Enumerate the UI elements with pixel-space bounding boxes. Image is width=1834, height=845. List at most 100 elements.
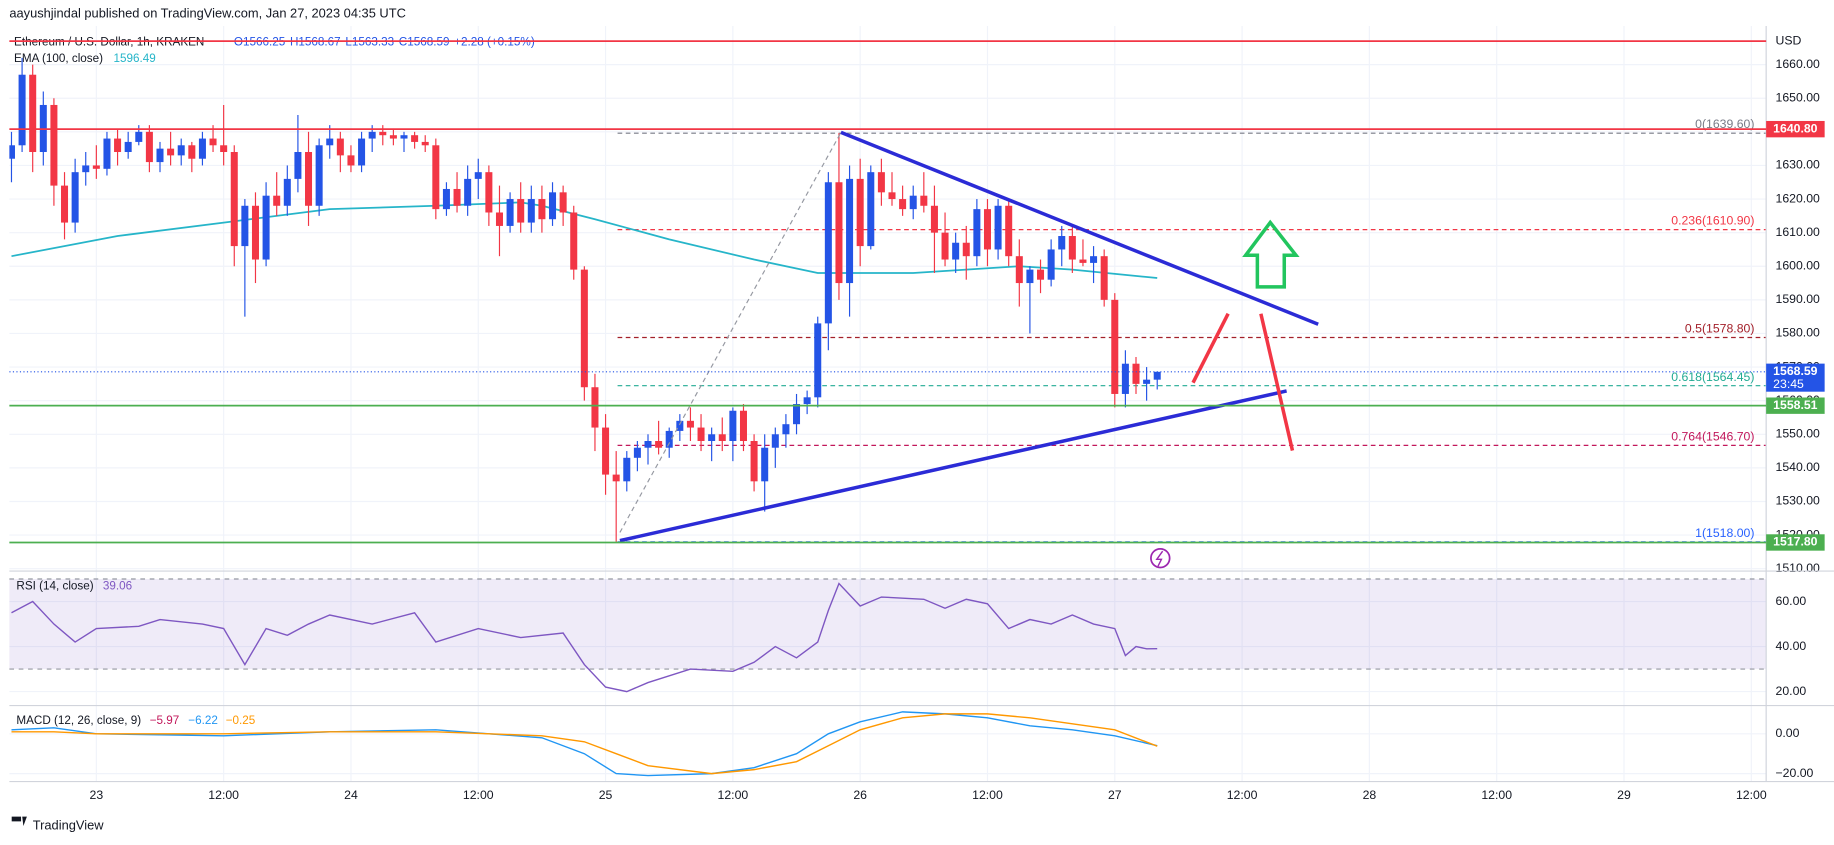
candle-body [379, 131, 387, 136]
candle-body [273, 195, 281, 206]
candle-body [570, 212, 578, 270]
drawings [619, 130, 1319, 569]
candle-body [899, 199, 907, 210]
x-tick-label: 24 [344, 788, 358, 802]
candle-body [442, 188, 450, 210]
event-icon [1150, 547, 1171, 569]
macd-legend: MACD (12, 26, close, 9) [16, 714, 141, 727]
y-tick-label: 1510.00 [1776, 561, 1821, 575]
candle-body [495, 212, 503, 226]
candle-body [973, 209, 981, 257]
fib-label: 0.236(1610.90) [1671, 214, 1754, 228]
candle-body [1068, 236, 1076, 260]
candle-body [283, 178, 291, 206]
candle-body [241, 205, 249, 247]
candle-body [506, 199, 514, 226]
candle-body [1026, 269, 1034, 284]
candle-body [856, 178, 864, 247]
rsi-band [9, 579, 1767, 670]
candle-body [1090, 256, 1098, 263]
candle-body [421, 141, 429, 146]
candle-body [1005, 205, 1013, 257]
candle-body [1132, 363, 1140, 384]
candle-body [82, 165, 90, 173]
price-tag [1766, 534, 1825, 551]
candle-body [315, 145, 323, 206]
candle-body [262, 195, 270, 260]
candle-body [559, 192, 567, 213]
candle-body [230, 152, 238, 247]
candle-body [1121, 363, 1129, 394]
macd-tick-label: −20.00 [1776, 766, 1814, 780]
candle-body [1015, 256, 1023, 284]
candle-body [400, 135, 408, 139]
candle-body [326, 138, 334, 146]
fib-label: 0.764(1546.70) [1671, 429, 1754, 443]
ema-legend: EMA (100, close) [14, 52, 103, 65]
y-tick-label: 1620.00 [1776, 191, 1821, 205]
candle-body [9, 145, 15, 159]
countdown: 23:45 [1773, 377, 1804, 391]
y-tick-label: 1630.00 [1776, 158, 1821, 172]
candle-body [209, 138, 217, 146]
hist-value: −0.25 [226, 714, 256, 727]
x-tick-label: 26 [853, 788, 867, 802]
fib-label: 0(1639.60) [1695, 117, 1754, 131]
candle-body [305, 152, 313, 206]
candle-body [50, 104, 58, 186]
header: aayushjindal published on TradingView.co… [9, 6, 406, 21]
fib-trend [619, 132, 842, 533]
candle-body [962, 242, 970, 257]
candle-body [485, 172, 493, 213]
candle-body [1143, 379, 1151, 384]
candle-body [1100, 256, 1108, 300]
x-tick-label: 28 [1363, 788, 1377, 802]
candle-body [1153, 371, 1161, 380]
price-tag [1766, 397, 1825, 414]
candle-body [994, 205, 1002, 250]
trendline-upper [840, 130, 1319, 326]
macd-line [11, 711, 1158, 777]
arrow-down-red [1259, 313, 1295, 451]
candle-body [527, 199, 535, 223]
arrow-up-green [1242, 219, 1300, 289]
candle-body [220, 145, 228, 153]
candle-body [708, 434, 716, 441]
candle-body [1111, 299, 1119, 394]
x-tick-label: 29 [1617, 788, 1631, 802]
candle-body [114, 138, 122, 153]
candle-body [474, 172, 482, 179]
event-icon-bolt [1155, 550, 1164, 567]
y-tick-label: 1550.00 [1776, 427, 1821, 441]
candle-body [612, 474, 620, 482]
macd-value: −5.97 [150, 714, 180, 727]
candle-body [167, 148, 175, 156]
candle-body [1037, 269, 1045, 280]
candle-body [347, 155, 355, 166]
candle-body [941, 232, 949, 260]
rsi-value: 39.06 [103, 579, 132, 592]
candle-body [983, 209, 991, 250]
candle-body [846, 178, 854, 284]
trendline-lower [619, 389, 1287, 543]
candle-body [867, 172, 875, 247]
candle-body [877, 172, 885, 193]
fib-label: 0.618(1564.45) [1671, 370, 1754, 384]
candle-body [61, 185, 69, 223]
candle-body [251, 205, 259, 260]
last-price-tag [1766, 363, 1825, 392]
x-tick-label: 12:00 [972, 788, 1003, 802]
candle-body [591, 387, 599, 428]
candle-body [156, 148, 164, 163]
ema-value: 1596.49 [113, 52, 155, 65]
y-tick-label: 1540.00 [1776, 460, 1821, 474]
candle-body [1079, 259, 1087, 263]
y-tick-label: 1580.00 [1776, 326, 1821, 340]
fib-label: 0.5(1578.80) [1685, 322, 1755, 336]
y-tick-label: 1650.00 [1776, 90, 1821, 104]
candle-body [676, 420, 684, 431]
candle-body [411, 135, 419, 142]
macd-tick-label: 0.00 [1776, 726, 1800, 740]
y-tick-label: 1600.00 [1776, 259, 1821, 273]
